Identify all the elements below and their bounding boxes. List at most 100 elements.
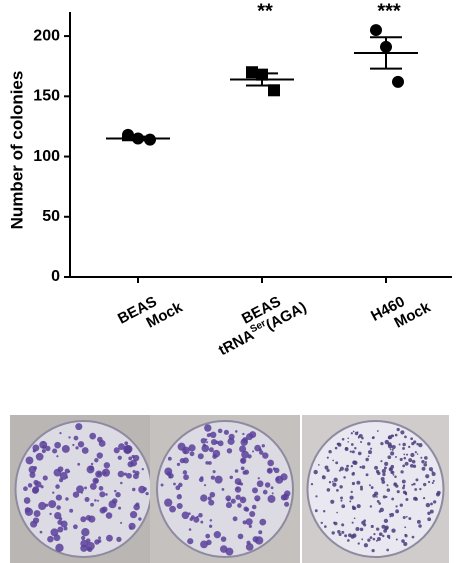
colony [379,507,384,512]
colony [322,510,326,513]
colony [411,535,415,539]
colony [346,464,349,468]
colony [412,464,417,468]
colony [164,467,173,476]
colony [241,497,244,501]
colony [55,494,62,501]
colony [183,450,187,454]
colony [52,448,58,454]
colony [35,452,44,461]
colony [318,464,320,466]
colony [248,524,252,528]
x-tick-label: BEAStRNASer(AGA) [208,284,310,360]
colony [124,441,129,446]
colony [368,450,373,455]
colony [242,432,245,436]
colony [383,518,389,524]
colony [404,461,409,466]
colony [259,518,267,526]
colony [217,428,223,434]
colony [381,480,386,484]
colony [183,474,189,481]
colony [406,453,409,456]
colony [225,547,234,556]
colony [49,512,52,516]
colony [428,467,433,472]
colony [189,451,195,457]
colony [200,540,208,549]
colony [258,530,263,535]
colony [382,472,386,477]
colony [352,471,355,475]
colony [326,488,331,492]
error-bar [246,72,278,87]
colony [193,516,200,523]
colony [332,482,337,487]
colony [408,445,411,449]
data-point [392,75,404,88]
colony [30,520,38,528]
colony [258,450,264,455]
colony [352,506,357,510]
colony [130,459,138,467]
colony [418,524,422,528]
colony [65,476,69,479]
colony [254,444,262,452]
colony [425,502,431,508]
colony [210,438,218,446]
colony [235,430,238,433]
colony [88,515,96,523]
colony [105,493,108,496]
colony [332,459,335,462]
colony [240,466,245,471]
colony [369,536,373,540]
colony [214,475,223,484]
colony [350,432,353,435]
colony [336,511,338,514]
colony [54,441,61,449]
colony [123,445,132,455]
colony [313,469,318,475]
colony [328,450,332,454]
colony [349,495,354,500]
colony [179,458,185,464]
colony [81,528,90,537]
colony [423,482,427,487]
colony [50,528,59,537]
colony [115,491,121,498]
colony [349,450,352,453]
colony [370,524,374,529]
colony [372,537,376,541]
colony [229,475,234,480]
colony [341,530,345,534]
colony [73,524,78,530]
colony [23,486,28,492]
colony [344,467,349,472]
colony [280,473,288,481]
colony [403,541,408,547]
colony [424,456,428,460]
colony [223,429,229,435]
colony [80,544,88,552]
colony [72,491,80,498]
colony [99,491,106,498]
colony [65,497,69,501]
colony [408,458,413,463]
colony [411,459,416,464]
colony [198,513,203,518]
colony [351,450,355,454]
colony [326,468,330,473]
data-point [246,66,258,79]
colony [251,504,257,510]
colony [59,431,62,435]
colony [120,481,123,485]
colony [357,451,362,456]
colony [432,479,435,482]
colony [98,440,106,447]
colony [108,500,117,509]
colony [340,499,343,502]
colony [76,485,84,494]
colony [242,437,248,443]
colony [205,533,211,539]
colony [129,511,138,519]
